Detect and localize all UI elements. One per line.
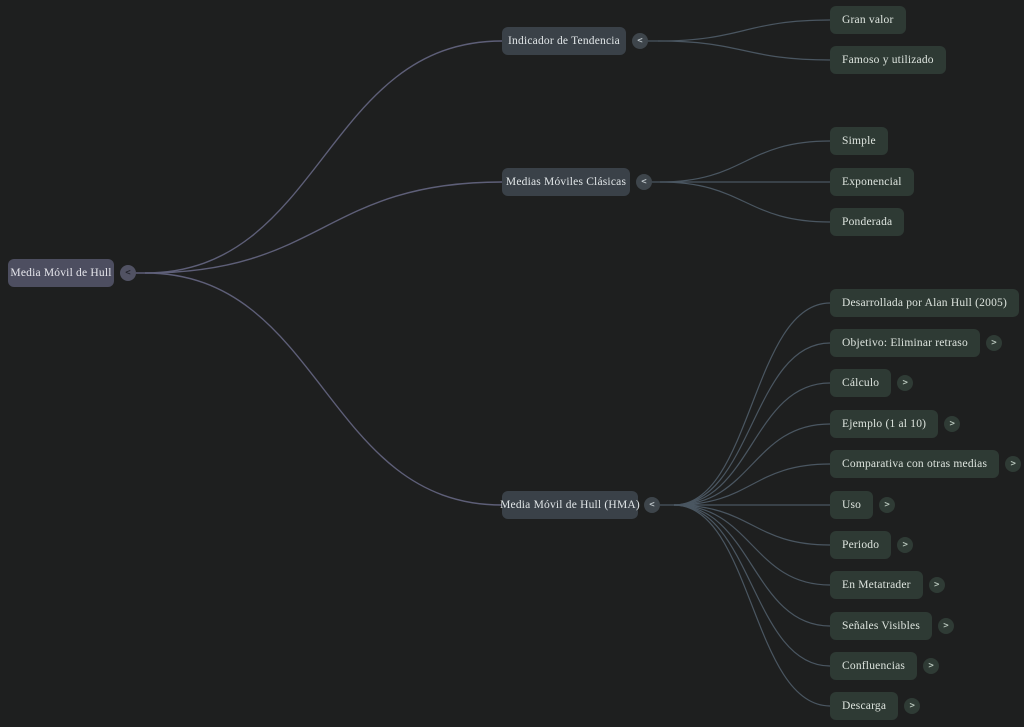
link	[144, 40, 503, 274]
collapse-button[interactable]: <	[120, 265, 136, 281]
node-media-movil-de-hull-hma[interactable]: Media Móvil de Hull (HMA)	[500, 491, 640, 519]
link	[673, 504, 831, 546]
link	[657, 19, 831, 42]
node-gran-valor[interactable]: Gran valor	[830, 6, 906, 34]
expand-button[interactable]: >	[904, 698, 921, 714]
mindmap-row: Ponderada	[830, 208, 905, 236]
expand-button[interactable]: >	[923, 658, 940, 674]
mindmap-row: Famoso y utilizado	[830, 46, 946, 74]
mindmap-row: Media Móvil de Hull <	[8, 259, 136, 287]
mindmap-row: Exponencial	[830, 168, 914, 196]
expand-button[interactable]: >	[938, 618, 955, 634]
mindmap-row: Señales Visibles >	[830, 612, 955, 640]
mindmap-row: Descarga >	[830, 692, 921, 720]
expand-button[interactable]: >	[944, 416, 961, 432]
node-senales-visibles[interactable]: Señales Visibles	[830, 612, 933, 640]
link	[659, 140, 831, 183]
mindmap-row: Medias Móviles Clásicas <	[502, 168, 652, 196]
node-uso[interactable]: Uso	[830, 491, 874, 519]
link	[657, 40, 831, 61]
mindmap-row: Media Móvil de Hull (HMA) <	[500, 491, 660, 519]
mindmap-row: Cálculo >	[830, 369, 914, 397]
node-medias-moviles-clasicas[interactable]: Medias Móviles Clásicas	[502, 168, 630, 196]
expand-button[interactable]: >	[928, 577, 945, 593]
link	[673, 504, 831, 627]
link	[659, 181, 831, 223]
link	[144, 181, 503, 274]
mindmap-row: Gran valor	[830, 6, 906, 34]
node-periodo[interactable]: Periodo	[830, 531, 892, 559]
node-ejemplo-1-al-10[interactable]: Ejemplo (1 al 10)	[830, 410, 939, 438]
mindmap-row: Confluencias >	[830, 652, 940, 680]
node-comparativa-con-otras-medias[interactable]: Comparativa con otras medias	[830, 450, 1000, 478]
link	[673, 302, 831, 506]
mindmap-row: Indicador de Tendencia <	[502, 27, 648, 55]
node-media-movil-de-hull[interactable]: Media Móvil de Hull	[8, 259, 114, 287]
expand-button[interactable]: >	[879, 497, 896, 513]
node-famoso-y-utilizado[interactable]: Famoso y utilizado	[830, 46, 946, 74]
collapse-button[interactable]: <	[632, 33, 648, 49]
node-simple[interactable]: Simple	[830, 127, 888, 155]
mindmap-row: En Metatrader >	[830, 571, 945, 599]
expand-button[interactable]: >	[985, 335, 1002, 351]
mindmap-row: Desarrollada por Alan Hull (2005)	[830, 289, 1020, 317]
collapse-button[interactable]: <	[644, 497, 660, 513]
link	[673, 504, 831, 707]
expand-button[interactable]: >	[1005, 456, 1022, 472]
link	[144, 272, 503, 506]
mindmap-row: Uso >	[830, 491, 896, 519]
link	[673, 504, 831, 586]
mindmap-row: Comparativa con otras medias >	[830, 450, 1022, 478]
collapse-button[interactable]: <	[636, 174, 652, 190]
node-ponderada[interactable]: Ponderada	[830, 208, 905, 236]
expand-button[interactable]: >	[897, 537, 914, 553]
node-objetivo-eliminar-retraso[interactable]: Objetivo: Eliminar retraso	[830, 329, 980, 357]
mindmap-row: Simple	[830, 127, 888, 155]
mindmap-row: Periodo >	[830, 531, 914, 559]
node-confluencias[interactable]: Confluencias	[830, 652, 918, 680]
expand-button[interactable]: >	[897, 375, 914, 391]
link	[673, 423, 831, 506]
link	[673, 342, 831, 506]
link	[673, 504, 831, 667]
mindmap-row: Objetivo: Eliminar retraso >	[830, 329, 1002, 357]
node-en-metatrader[interactable]: En Metatrader	[830, 571, 923, 599]
node-descarga[interactable]: Descarga	[830, 692, 899, 720]
mindmap-row: Ejemplo (1 al 10) >	[830, 410, 961, 438]
node-desarrollada-por-alan-hull-2005[interactable]: Desarrollada por Alan Hull (2005)	[830, 289, 1020, 317]
node-exponencial[interactable]: Exponencial	[830, 168, 914, 196]
node-indicador-de-tendencia[interactable]: Indicador de Tendencia	[502, 27, 626, 55]
node-calculo[interactable]: Cálculo	[830, 369, 892, 397]
link	[673, 382, 831, 506]
link	[673, 463, 831, 506]
